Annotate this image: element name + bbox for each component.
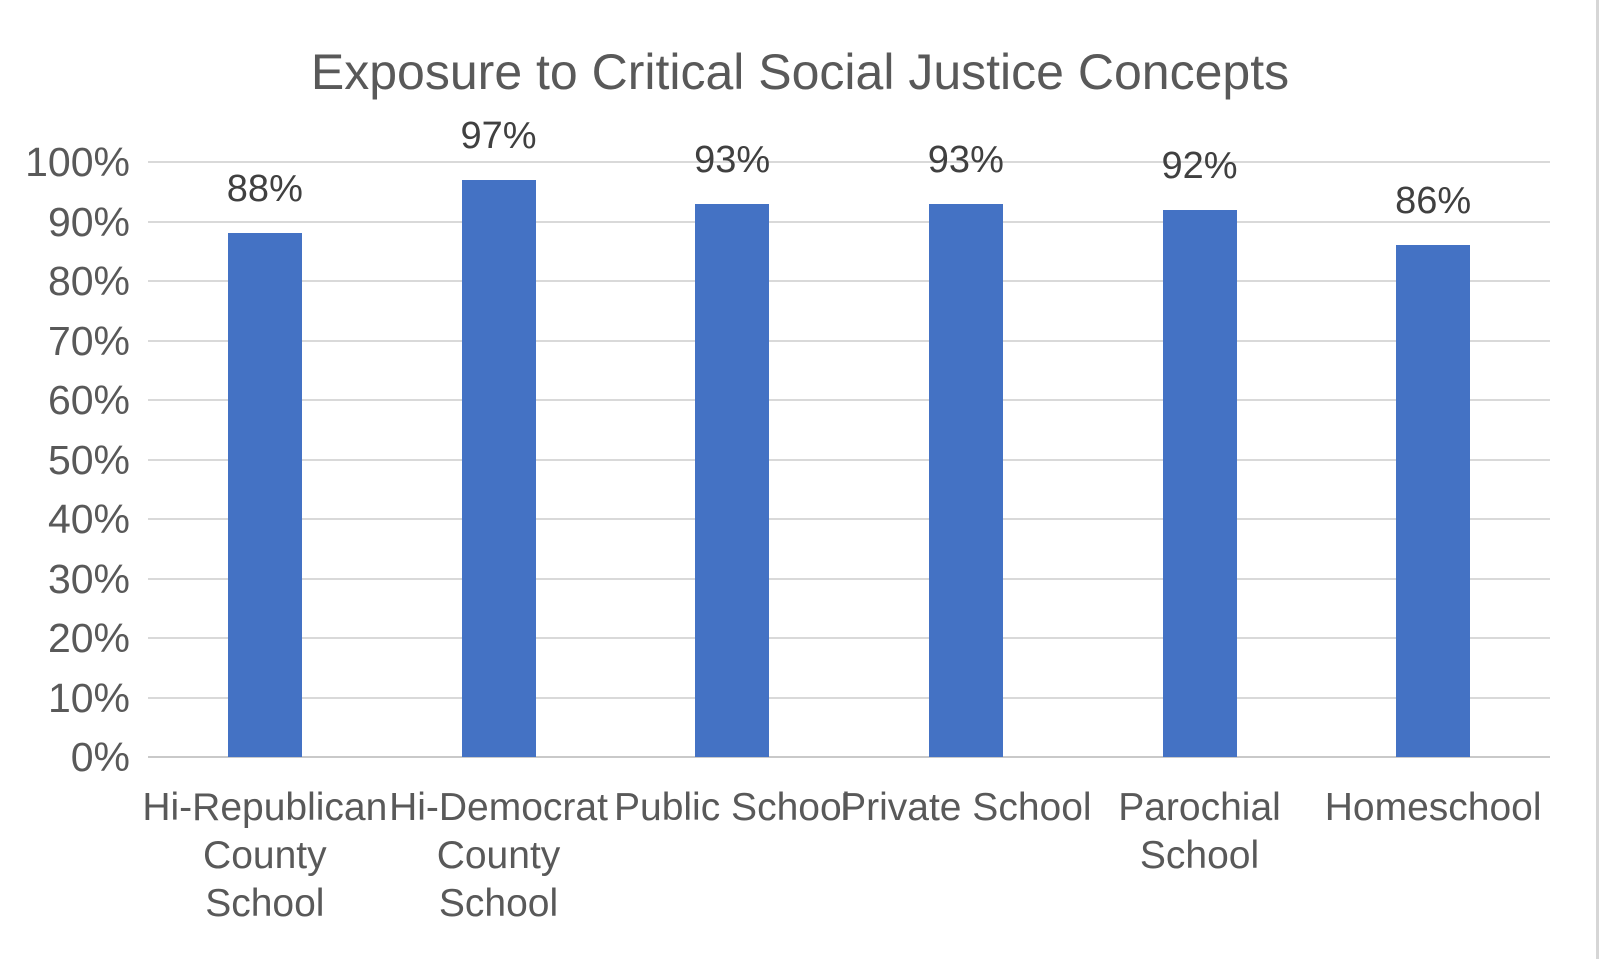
bar-public-school [695,203,770,757]
bar-value-label: 88% [226,168,303,211]
y-axis-tick-label: 30% [47,555,130,602]
y-axis-tick-label: 20% [47,615,130,661]
x-axis-line [148,756,1550,758]
category-label: Homeschool [1324,786,1542,829]
y-gridline [148,220,1550,223]
bar-parochial-school [1162,209,1237,757]
y-gridline [148,339,1550,342]
y-gridline [148,518,1550,520]
bar-private-school [928,203,1003,757]
y-axis-tick-label: 50% [47,436,130,483]
bar-value-label: 86% [1395,180,1472,223]
y-gridline [148,161,1550,163]
bar-value-label: 93% [927,138,1004,181]
bar-homeschool [1396,245,1471,757]
chart-title: Exposure to Critical Social Justice Conc… [310,44,1290,100]
y-gridline [148,696,1550,699]
y-gridline [148,458,1550,461]
y-gridline [148,577,1550,580]
bar-hi-democrat-county-school [461,179,536,757]
bar-value-label: 92% [1161,144,1238,187]
bar-value-label: 97% [460,114,537,157]
window-edge-divider [1596,0,1599,959]
bar-value-label: 93% [694,138,771,181]
y-axis-tick-label: 70% [47,317,130,364]
category-label: Hi-Republican County School [142,786,388,925]
category-label: Parochial School [1118,786,1281,877]
y-axis-tick-label: 0% [70,734,130,780]
y-gridline [148,399,1550,401]
bar-hi-republican-county-school [227,233,302,757]
y-axis-tick-label: 10% [47,674,130,721]
y-gridline [148,280,1550,282]
category-label: Public School [614,786,851,829]
y-axis-tick-label: 90% [47,198,130,245]
y-axis-tick-label: 80% [47,258,130,304]
y-axis-tick-label: 40% [47,496,130,542]
y-gridline [148,637,1550,639]
category-label: Hi-Democrat County School [389,786,608,925]
y-axis-tick-label: 100% [25,139,130,185]
y-axis-tick-label: 60% [47,377,130,423]
category-label: Private School [840,786,1092,829]
